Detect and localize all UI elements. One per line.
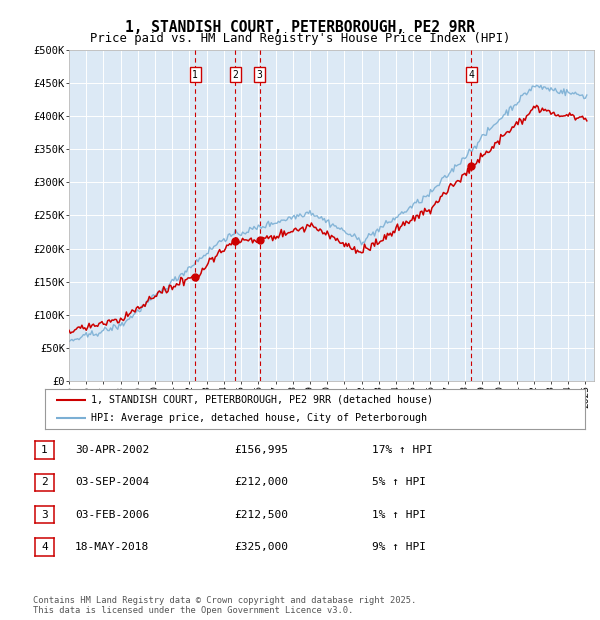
Text: 1: 1 xyxy=(192,70,198,80)
Text: HPI: Average price, detached house, City of Peterborough: HPI: Average price, detached house, City… xyxy=(91,413,427,423)
Text: 2: 2 xyxy=(41,477,48,487)
Text: 03-FEB-2006: 03-FEB-2006 xyxy=(75,510,149,520)
Text: 4: 4 xyxy=(41,542,48,552)
Text: 2: 2 xyxy=(233,70,238,80)
Text: 1, STANDISH COURT, PETERBOROUGH, PE2 9RR: 1, STANDISH COURT, PETERBOROUGH, PE2 9RR xyxy=(125,20,475,35)
Text: £212,500: £212,500 xyxy=(234,510,288,520)
Text: 3: 3 xyxy=(257,70,263,80)
Text: 1% ↑ HPI: 1% ↑ HPI xyxy=(372,510,426,520)
Text: 30-APR-2002: 30-APR-2002 xyxy=(75,445,149,455)
Text: 1, STANDISH COURT, PETERBOROUGH, PE2 9RR (detached house): 1, STANDISH COURT, PETERBOROUGH, PE2 9RR… xyxy=(91,394,433,405)
Text: 1: 1 xyxy=(41,445,48,455)
Text: £325,000: £325,000 xyxy=(234,542,288,552)
Text: Contains HM Land Registry data © Crown copyright and database right 2025.
This d: Contains HM Land Registry data © Crown c… xyxy=(33,596,416,615)
Text: 5% ↑ HPI: 5% ↑ HPI xyxy=(372,477,426,487)
Text: 9% ↑ HPI: 9% ↑ HPI xyxy=(372,542,426,552)
Text: Price paid vs. HM Land Registry's House Price Index (HPI): Price paid vs. HM Land Registry's House … xyxy=(90,32,510,45)
Text: 17% ↑ HPI: 17% ↑ HPI xyxy=(372,445,433,455)
Text: 03-SEP-2004: 03-SEP-2004 xyxy=(75,477,149,487)
Text: £212,000: £212,000 xyxy=(234,477,288,487)
Text: £156,995: £156,995 xyxy=(234,445,288,455)
Text: 4: 4 xyxy=(469,70,475,80)
Text: 3: 3 xyxy=(41,510,48,520)
Text: 18-MAY-2018: 18-MAY-2018 xyxy=(75,542,149,552)
